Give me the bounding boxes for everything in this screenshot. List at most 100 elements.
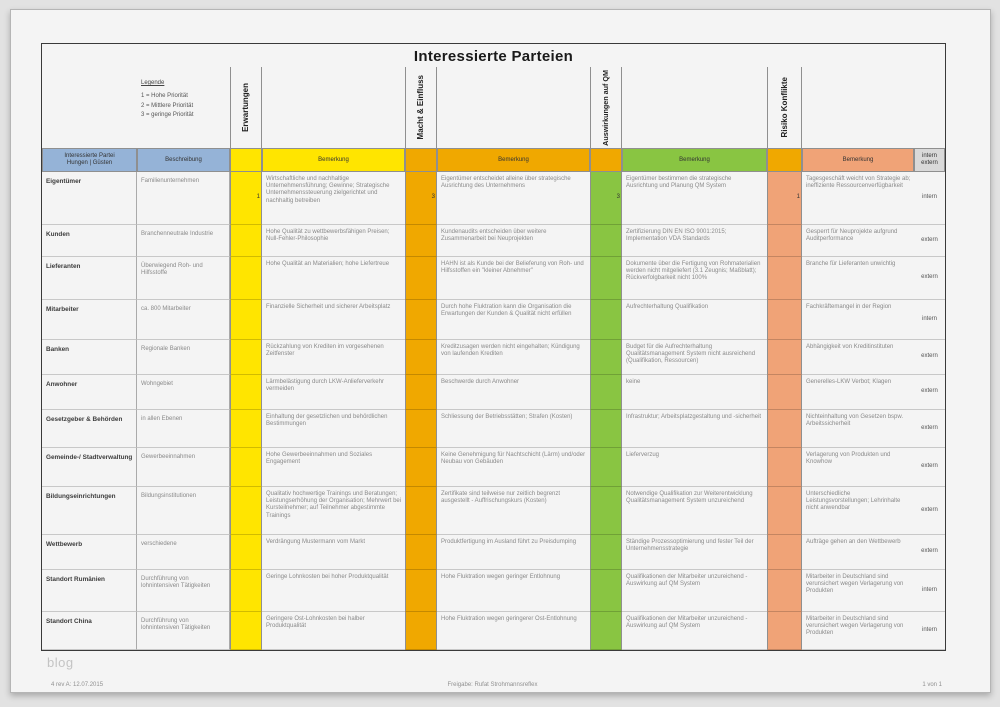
qm-bemerkung: Zertifizierung DIN EN ISO 9001:2015; Imp…: [622, 225, 767, 257]
macht-bemerkung: Keine Genehmigung für Nachtschicht (Lärm…: [437, 448, 590, 487]
partei-cell: Anwohner: [42, 375, 137, 410]
qm-bemerkung: Budget für die Aufrechterhaltung Qualitä…: [622, 340, 767, 375]
column-macht-einfluss: Macht & Einfluss: [405, 67, 437, 148]
erwartungen-bemerkung: Einhaltung der gesetzlichen und behördli…: [262, 410, 405, 448]
col-header-intern-extern: intern extern: [914, 148, 945, 172]
header-spacer: [622, 67, 767, 148]
partei-cell: Banken: [42, 340, 137, 375]
erwartungen-priority: [230, 300, 262, 340]
beschreibung-cell: verschiedene: [137, 535, 230, 570]
beschreibung-cell: Gewerbeeinnahmen: [137, 448, 230, 487]
qm-priority: [590, 340, 622, 375]
partei-cell: Bildungseinrichtungen: [42, 487, 137, 535]
risiko-bemerkung: Tagesgeschäft weicht von Strategie ab; i…: [802, 172, 914, 225]
qm-priority: [590, 448, 622, 487]
partei-cell: Standort China: [42, 612, 137, 650]
erwartungen-bemerkung: Lärmbelästigung durch LKW-Anlieferverkeh…: [262, 375, 405, 410]
risiko-bemerkung: Mitarbeiter in Deutschland sind verunsic…: [802, 570, 914, 612]
erwartungen-priority: [230, 570, 262, 612]
macht-bemerkung: Durch hohe Fluktration kann die Organisa…: [437, 300, 590, 340]
erwartungen-bemerkung: Hohe Gewerbeeinnahmen und Soziales Engag…: [262, 448, 405, 487]
intern-extern-cell: extern: [914, 487, 945, 535]
intern-extern-cell: extern: [914, 340, 945, 375]
qm-bemerkung: Aufrechterhaltung Qualifikation: [622, 300, 767, 340]
risiko-priority: [767, 375, 802, 410]
macht-bemerkung: Produktfertigung im Ausland führt zu Pre…: [437, 535, 590, 570]
risiko-bemerkung: Gesperrt für Neuprojekte aufgrund Auditp…: [802, 225, 914, 257]
erwartungen-priority: [230, 410, 262, 448]
macht-bemerkung: Schliessung der Betriebsstätten; Strafen…: [437, 410, 590, 448]
intern-extern-cell: intern: [914, 570, 945, 612]
risiko-priority: [767, 487, 802, 535]
column-header-row: Interessierte Partei Hungen | Güsten Bes…: [42, 148, 945, 172]
erwartungen-priority: [230, 225, 262, 257]
column-erwartungen: Erwartungen: [230, 67, 262, 148]
footer-revision: 4 rev A: 12.07.2015: [51, 682, 104, 688]
risiko-bemerkung: Mitarbeiter in Deutschland sind verunsic…: [802, 612, 914, 650]
table-row: Kunden Branchenneutrale Industrie Hohe Qua…: [42, 225, 945, 257]
macht-priority: [405, 410, 437, 448]
erwartungen-priority: [230, 448, 262, 487]
erwartungen-priority: [230, 257, 262, 300]
erwartungen-bemerkung: Wirtschaftliche und nachhaltige Unterneh…: [262, 172, 405, 225]
qm-bemerkung: keine: [622, 375, 767, 410]
risiko-priority: 1: [767, 172, 802, 225]
header-spacer: [437, 67, 590, 148]
partei-cell: Mitarbeiter: [42, 300, 137, 340]
beschreibung-cell: Durchführung von lohnintensiven Tätigkei…: [137, 612, 230, 650]
col-header-risiko-strip: [767, 148, 802, 172]
qm-priority: [590, 570, 622, 612]
qm-bemerkung: Dokumente über die Fertigung von Rohmate…: [622, 257, 767, 300]
macht-priority: [405, 225, 437, 257]
partei-cell: Wettbewerb: [42, 535, 137, 570]
macht-priority: [405, 300, 437, 340]
qm-priority: [590, 300, 622, 340]
col-header-bemerkung-erwartungen: Bemerkung: [262, 148, 405, 172]
macht-bemerkung: Hohe Fluktration wegen geringer Entlohnu…: [437, 570, 590, 612]
beschreibung-cell: in allen Ebenen: [137, 410, 230, 448]
intern-extern-cell: extern: [914, 257, 945, 300]
legend-title: Legende: [141, 80, 165, 86]
beschreibung-cell: Überwiegend Roh- und Hilfsstoffe: [137, 257, 230, 300]
risiko-priority: [767, 570, 802, 612]
footer-approval: Freigabe: Rufat Strohmannsreflex: [447, 682, 538, 688]
table-row: Eigentümer Familienunternehmen 1 Wirtschaft…: [42, 172, 945, 225]
col-header-erwartungen-strip: [230, 148, 262, 172]
qm-priority: [590, 375, 622, 410]
risiko-bemerkung: Aufträge gehen an den Wettbewerb: [802, 535, 914, 570]
macht-bemerkung: Hohe Fluktration wegen geringerer Ost-En…: [437, 612, 590, 650]
erwartungen-bemerkung: Geringere Ost-Lohnkosten bei halber Prod…: [262, 612, 405, 650]
qm-bemerkung: Lieferverzug: [622, 448, 767, 487]
legend: Legende 1 = Hohe Priorität 2 = Mittlere …: [137, 67, 230, 148]
table-body: Eigentümer Familienunternehmen 1 Wirtschaft…: [42, 172, 945, 650]
qm-priority: [590, 410, 622, 448]
risiko-bemerkung: Branche für Lieferanten unwichtig: [802, 257, 914, 300]
erwartungen-bemerkung: Qualitativ hochwertige Trainings und Ber…: [262, 487, 405, 535]
macht-priority: [405, 448, 437, 487]
macht-priority: [405, 257, 437, 300]
erwartungen-bemerkung: Finanzielle Sicherheit und sicherer Arbe…: [262, 300, 405, 340]
column-risiko-konflikte: Risiko Konflikte: [767, 67, 802, 148]
col-header-macht-strip: [405, 148, 437, 172]
footer-page-number: 1 von 1: [922, 682, 942, 688]
erwartungen-priority: 1: [230, 172, 262, 225]
macht-bemerkung: Beschwerde durch Anwohner: [437, 375, 590, 410]
erwartungen-priority: [230, 375, 262, 410]
macht-priority: 3: [405, 172, 437, 225]
risiko-bemerkung: Verlagerung von Produkten und Knowhow: [802, 448, 914, 487]
risiko-priority: [767, 535, 802, 570]
risiko-bemerkung: Generelles-LKW Verbot; Klagen: [802, 375, 914, 410]
partei-cell: Lieferanten: [42, 257, 137, 300]
macht-priority: [405, 535, 437, 570]
risiko-bemerkung: Nichteinhaltung von Gesetzen bspw. Arbei…: [802, 410, 914, 448]
erwartungen-priority: [230, 487, 262, 535]
macht-bemerkung: Kreditzusagen werden nicht eingehalten; …: [437, 340, 590, 375]
erwartungen-priority: [230, 612, 262, 650]
header-spacer-partei: [42, 67, 137, 148]
erwartungen-priority: [230, 340, 262, 375]
table-row: Banken Regionale Banken Rückzahlung von Kr…: [42, 340, 945, 375]
beschreibung-cell: Branchenneutrale Industrie: [137, 225, 230, 257]
intern-extern-cell: extern: [914, 448, 945, 487]
risiko-priority: [767, 612, 802, 650]
macht-einfluss-label: Macht & Einfluss: [416, 75, 425, 140]
